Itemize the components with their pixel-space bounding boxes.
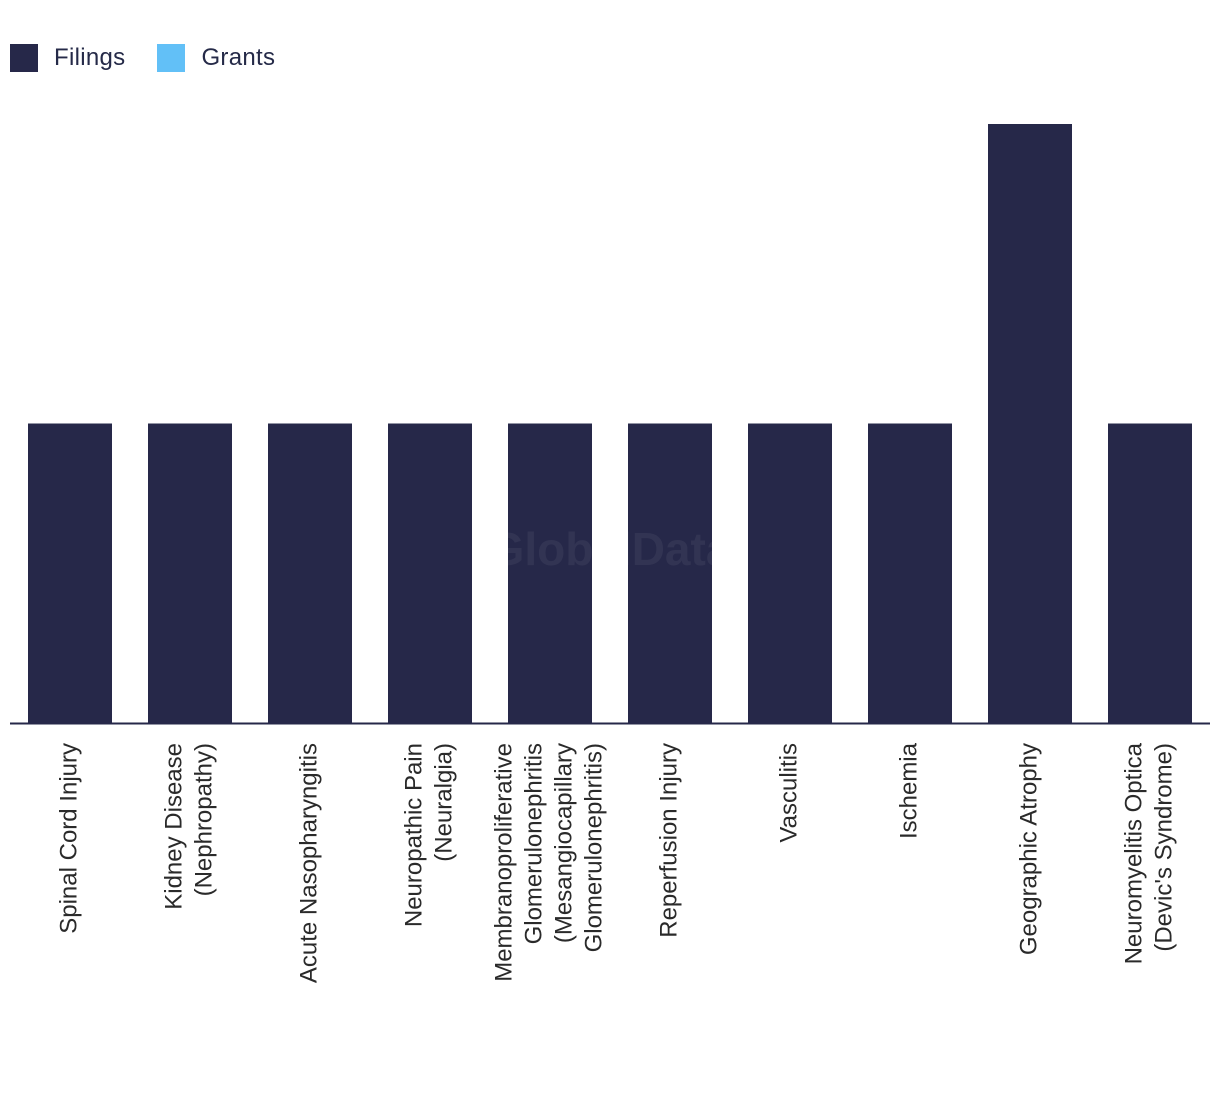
watermark-text: GlobalData <box>489 523 732 575</box>
legend-item-grants[interactable]: Grants <box>157 44 275 72</box>
bar-filings-6[interactable] <box>748 423 832 724</box>
x-tick-label-line: (Nephropathy) <box>190 743 217 896</box>
bar-filings-7[interactable] <box>868 423 952 724</box>
bar-filings-9[interactable] <box>1108 423 1192 724</box>
bar-filings-8[interactable] <box>988 124 1072 723</box>
bar-filings-2[interactable] <box>268 423 352 724</box>
x-tick-label-line: Acute Nasopharyngitis <box>295 743 322 983</box>
x-tick-label-3: Neuropathic Pain (Neuralgia) <box>400 743 457 927</box>
x-tick-label-1: Kidney Disease (Nephropathy) <box>160 743 217 910</box>
x-tick-label-line: Geographic Atrophy <box>1015 743 1042 955</box>
x-tick-label-line: Spinal Cord Injury <box>55 743 82 934</box>
x-tick-label-6: Vasculitis <box>775 743 802 843</box>
x-tick-label-line: Membranoproliferative <box>490 743 517 982</box>
legend-swatch-filings <box>10 44 38 72</box>
bar-filings-1[interactable] <box>148 423 232 724</box>
x-tick-label-line: (Neuralgia) <box>430 743 457 862</box>
chart-legend: Filings Grants <box>10 44 307 72</box>
x-tick-label-4: Membranoproliferative Glomerulonephritis(… <box>490 743 607 982</box>
x-tick-label-0: Spinal Cord Injury <box>55 743 82 934</box>
bar-filings-0[interactable] <box>28 423 112 724</box>
x-tick-label-5: Reperfusion Injury <box>655 743 682 938</box>
x-tick-label-line: Kidney Disease <box>160 743 187 910</box>
x-tick-label-2: Acute Nasopharyngitis <box>295 743 322 983</box>
legend-item-filings[interactable]: Filings <box>10 44 125 72</box>
x-tick-label-line: (Mesangiocapillary <box>550 743 577 943</box>
bar-filings-4[interactable] <box>508 423 592 724</box>
x-tick-label-line: Vasculitis <box>775 743 802 843</box>
x-tick-label-9: Neuromyelitis Optica (Devic's Syndrome) <box>1120 742 1177 964</box>
bar-filings-3[interactable] <box>388 423 472 724</box>
bar-filings-5[interactable] <box>628 423 712 724</box>
legend-label-filings: Filings <box>54 44 126 71</box>
x-tick-labels: Spinal Cord Injury Kidney Disease (Nephrop… <box>55 742 1177 983</box>
x-tick-label-8: Geographic Atrophy <box>1015 743 1042 955</box>
x-tick-label-7: Ischemia <box>895 742 922 839</box>
bars-group <box>28 124 1192 723</box>
x-tick-label-line: Glomerulonephritis <box>520 743 547 944</box>
x-tick-label-line: Neuropathic Pain <box>400 743 427 927</box>
x-tick-label-line: (Devic's Syndrome) <box>1150 743 1177 952</box>
x-tick-label-line: Neuromyelitis Optica <box>1120 742 1147 964</box>
x-tick-label-line: Glomerulonephritis) <box>580 743 607 952</box>
legend-swatch-grants <box>157 44 186 72</box>
legend-label-grants: Grants <box>201 44 276 71</box>
x-tick-label-line: Ischemia <box>895 742 922 839</box>
x-tick-label-line: Reperfusion Injury <box>655 743 682 938</box>
